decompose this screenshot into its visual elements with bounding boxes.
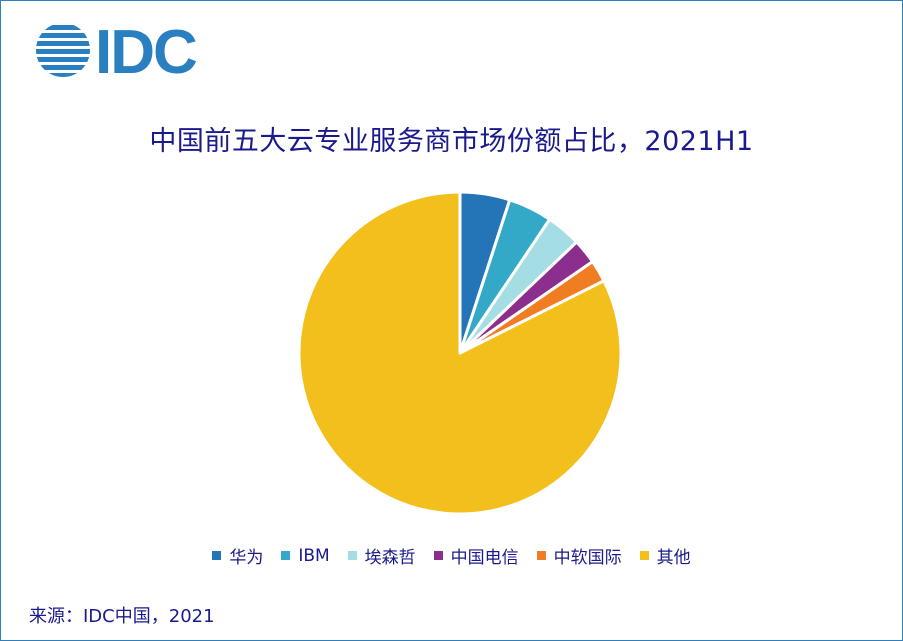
legend-swatch (433, 551, 443, 560)
legend-label: 中软国际 (553, 548, 622, 568)
legend-item: 中国电信 (433, 543, 519, 568)
legend-label: 中国电信 (450, 548, 519, 568)
legend-swatch (281, 551, 291, 560)
legend-swatch (639, 551, 649, 560)
legend-label: 埃森哲 (364, 548, 416, 568)
legend-swatch (347, 551, 357, 560)
legend-item: 其他 (639, 543, 691, 568)
legend-label: 华为 (229, 548, 264, 568)
legend-swatch (536, 551, 546, 560)
legend-item: 华为 (212, 543, 263, 568)
legend-item: 埃森哲 (347, 543, 416, 568)
chart-title: 中国前五大云专业服务商市场份额占比，2021H1 (149, 126, 754, 157)
idc-logo: IDC (36, 21, 199, 79)
globe-icon (36, 25, 90, 77)
legend-item: IBM (281, 545, 330, 566)
legend-label: 其他 (656, 548, 691, 568)
logo-text: IDC (95, 21, 197, 79)
legend-item: 中软国际 (536, 543, 622, 568)
legend-label: IBM (298, 545, 330, 566)
legend-swatch (212, 551, 222, 560)
source-note: 来源：IDC中国，2021 (29, 606, 215, 627)
pie-slice-6 (297, 190, 623, 516)
chart-legend: 华为 IBM 埃森哲 中国电信 中软国际 其他 (1, 543, 902, 568)
